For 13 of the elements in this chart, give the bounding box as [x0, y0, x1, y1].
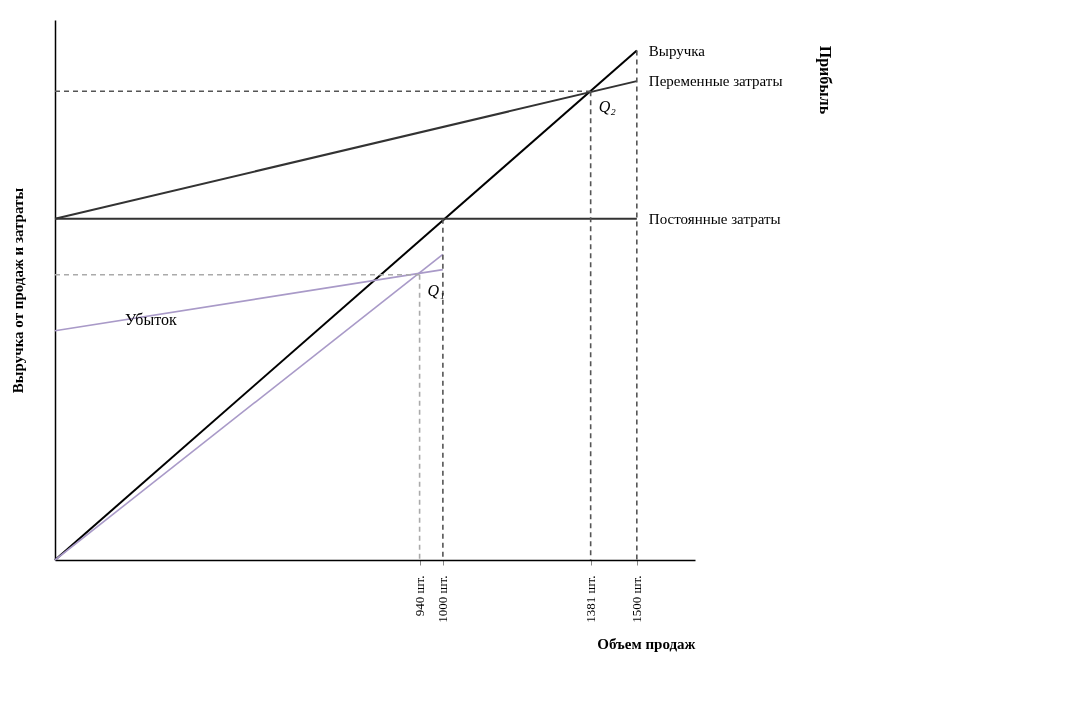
x-tick-label: 1500 шт. — [629, 575, 645, 623]
x-tick-label: 940 шт. — [412, 575, 428, 617]
y-axis-title: Выручка от продаж и затраты — [9, 187, 26, 394]
series-label: Переменные затраты — [648, 73, 783, 90]
text: Прибыль — [816, 45, 834, 115]
x-axis-title: Объем продаж — [597, 635, 696, 652]
annotation: Убыток — [125, 311, 177, 328]
series-label: Выручка — [648, 42, 706, 59]
x-tick-label: 1381 шт. — [583, 575, 599, 623]
series-label: Постоянные затраты — [648, 210, 781, 227]
annotation: Q₁ — [427, 281, 445, 299]
x-tick-label: 1000 шт. — [435, 575, 451, 623]
annotation: Q₂ — [598, 98, 617, 116]
